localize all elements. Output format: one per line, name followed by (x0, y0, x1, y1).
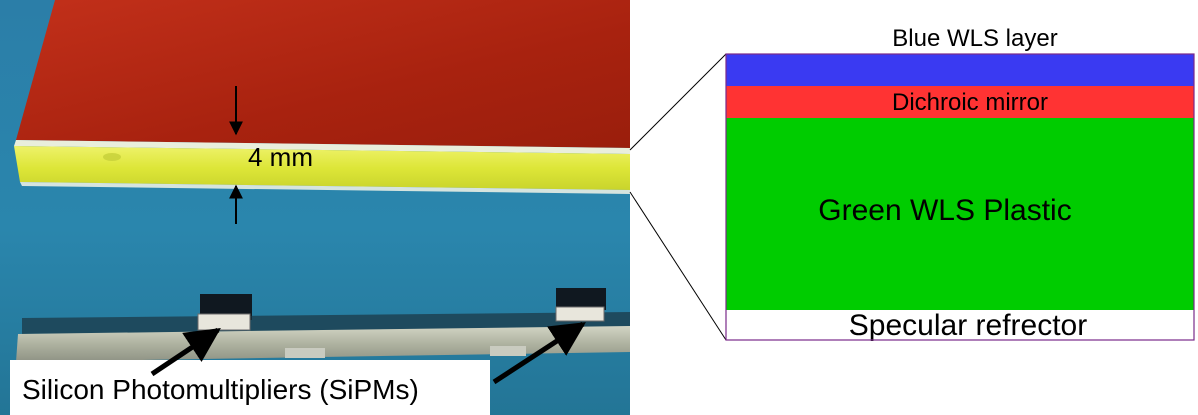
green-wls-plastic-layer (726, 118, 1194, 310)
reflector-label: Specular refrector (849, 309, 1087, 342)
specular-reflector-layer (726, 310, 1194, 340)
sipm-label-box (10, 360, 490, 415)
sipm-right-shadow (556, 288, 606, 310)
tile-top-face (16, 0, 630, 148)
blue-wls-layer (726, 54, 1194, 86)
dichroic-label: Dichroic mirror (892, 89, 1048, 116)
thickness-label: 4 mm (248, 142, 313, 172)
tile-edge-highlight (14, 140, 630, 154)
sipm-arrow-right (492, 321, 586, 385)
green-label: Green WLS Plastic (818, 194, 1071, 227)
blue-layer-label: Blue WLS layer (892, 25, 1057, 52)
rail (16, 326, 630, 362)
layer-stack: Blue WLS layer Dichroic mirror Green WLS… (725, 25, 1195, 342)
zoom-line-top (629, 53, 727, 151)
zoom-line-bottom (629, 191, 727, 341)
photo: 4 mm Silicon Photomultipliers (SiPMs) (0, 0, 630, 415)
sipm-label: Silicon Photomultipliers (SiPMs) (22, 374, 419, 405)
rail-fitting (285, 348, 325, 358)
layer-stack-border (725, 53, 1195, 341)
sipm-right (555, 306, 605, 322)
sipm-arrow-left (150, 327, 221, 377)
tile-bottom-edge (20, 182, 630, 194)
dichroic-mirror-layer (726, 86, 1194, 118)
sipm-left (197, 313, 251, 331)
tile-side-face (14, 146, 630, 190)
tile-mark (103, 153, 121, 161)
rail-fitting (490, 346, 526, 356)
